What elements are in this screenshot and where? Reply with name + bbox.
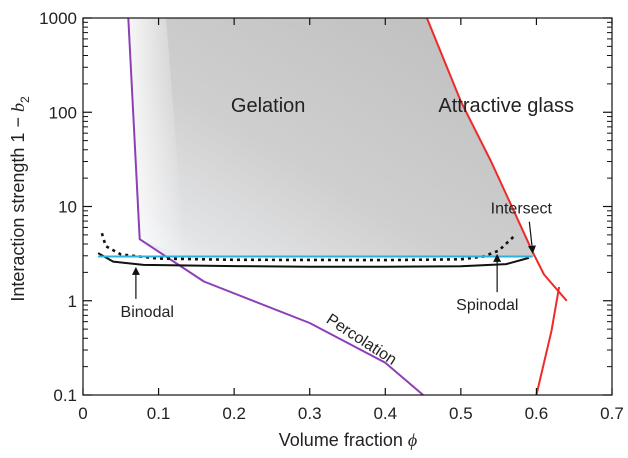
x-tick-label: 0.2: [222, 404, 246, 423]
x-axis-title: Volume fraction ϕ: [279, 430, 417, 450]
x-tick-label: 0.7: [600, 404, 624, 423]
annotation-label: Binodal: [121, 304, 174, 321]
x-axis-title-text: Volume fraction: [279, 430, 403, 450]
binodal-line: [97, 252, 530, 268]
glass-line-lower: [535, 286, 561, 396]
x-tick-label: 0: [78, 404, 87, 423]
spinodal-line: [100, 232, 515, 262]
region-label: Attractive glass: [438, 95, 574, 117]
annotation-label: Percolation: [323, 311, 399, 369]
region-label: Gelation: [231, 95, 306, 117]
x-tick-label: 0.1: [147, 404, 171, 423]
gel-region-edge-fade: [128, 18, 185, 257]
annotation-label: Spinodal: [456, 297, 518, 314]
y-axis-title: Interaction strength 1 − b2: [8, 96, 32, 302]
percolation-line: [127, 17, 424, 396]
x-tick-label: 0.6: [525, 404, 549, 423]
x-tick-label: 0.3: [298, 404, 322, 423]
y-axis-subscript: 2: [18, 96, 32, 103]
y-tick-label: 100: [49, 103, 77, 122]
gel-region-shading: [128, 18, 536, 257]
annotation-arrow: [528, 221, 536, 254]
y-axis-title-text: Interaction strength 1 −: [8, 112, 28, 302]
annotation-label: Intersect: [491, 201, 553, 218]
glass-line: [425, 17, 568, 302]
x-tick-label: 0.5: [449, 404, 473, 423]
y-tick-label: 1000: [39, 9, 77, 28]
x-tick-label: 0.4: [373, 404, 397, 423]
y-tick-label: 1: [68, 292, 77, 311]
y-axis-symbol: b: [8, 103, 28, 112]
x-axis-symbol: ϕ: [408, 430, 417, 450]
y-tick-label: 0.1: [53, 386, 77, 405]
y-tick-label: 10: [58, 198, 77, 217]
series-layer: [97, 17, 568, 396]
